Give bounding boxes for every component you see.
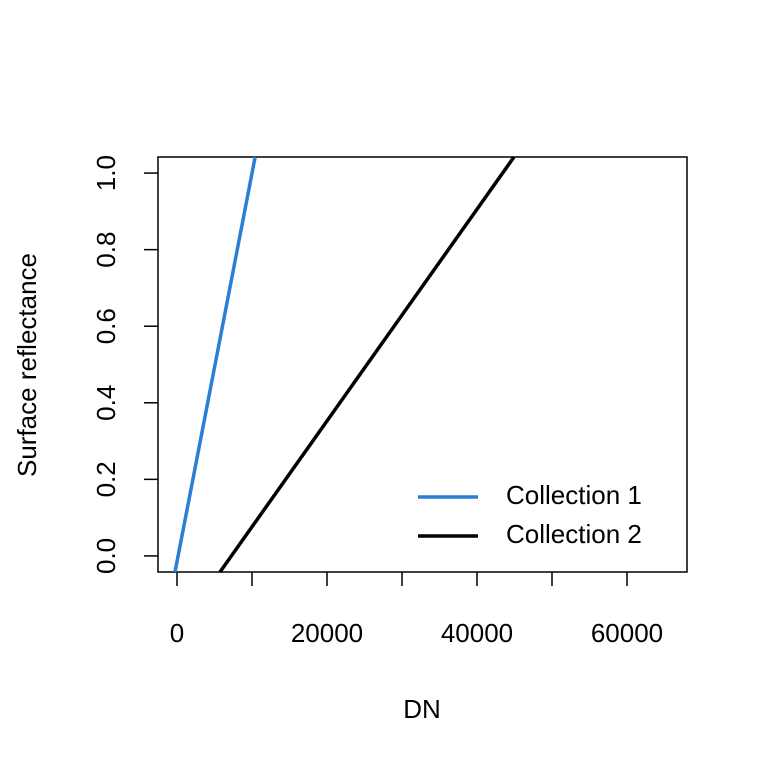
- x-axis-label: DN: [403, 694, 441, 724]
- plot-frame: [157, 156, 688, 573]
- y-tick-label: 0.8: [91, 232, 121, 268]
- y-tick-label: 0.0: [91, 538, 121, 574]
- y-tick-label: 0.2: [91, 461, 121, 497]
- y-tick-label: 1.0: [91, 155, 121, 191]
- x-tick-label: 0: [170, 618, 184, 648]
- x-tick-label: 40000: [441, 618, 513, 648]
- data-line: [173, 156, 257, 573]
- legend-label: Collection 2: [506, 519, 642, 549]
- y-axis-label: Surface reflectance: [12, 253, 42, 477]
- data-line: [218, 155, 516, 574]
- y-tick-label: 0.6: [91, 308, 121, 344]
- x-tick-label: 20000: [291, 618, 363, 648]
- y-tick-label: 0.4: [91, 385, 121, 421]
- x-tick-label: 60000: [591, 618, 663, 648]
- legend-label: Collection 1: [506, 480, 642, 510]
